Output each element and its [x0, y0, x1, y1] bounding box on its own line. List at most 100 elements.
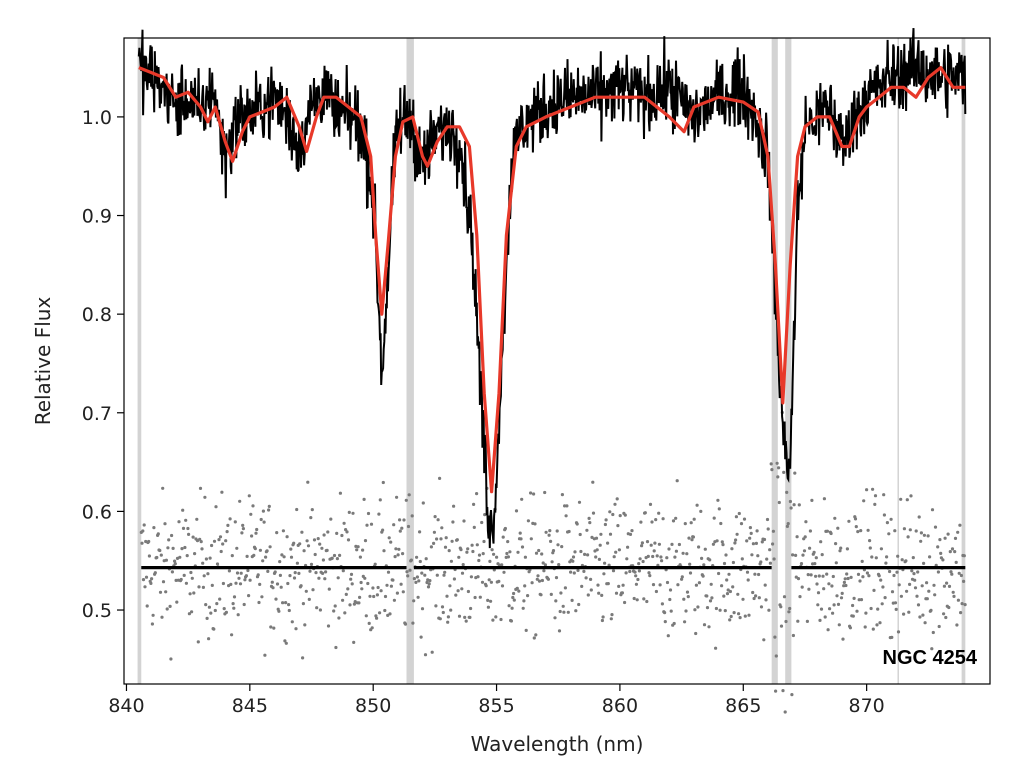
- residual-point: [941, 558, 945, 562]
- residual-point: [948, 550, 952, 554]
- residual-point: [383, 594, 388, 599]
- residual-point: [218, 535, 223, 539]
- residual-point: [770, 468, 774, 472]
- residual-point: [305, 539, 309, 543]
- residual-point: [556, 543, 560, 547]
- residual-point: [149, 581, 153, 586]
- residual-point: [430, 650, 434, 654]
- residual-point: [312, 538, 317, 542]
- residual-point: [366, 511, 371, 516]
- residual-point: [421, 501, 425, 505]
- residual-point: [747, 613, 751, 617]
- residual-point: [932, 583, 936, 587]
- residual-point: [163, 522, 167, 526]
- residual-point: [292, 576, 297, 580]
- residual-point: [831, 574, 835, 579]
- residual-point: [953, 550, 957, 554]
- residual-point: [529, 537, 533, 541]
- residual-point: [396, 553, 400, 557]
- residual-point: [796, 619, 800, 623]
- residual-point: [443, 545, 448, 549]
- residual-point: [766, 527, 770, 531]
- residual-point: [602, 572, 606, 576]
- residual-point: [343, 611, 347, 615]
- residual-point: [398, 529, 402, 533]
- residual-point: [879, 578, 883, 582]
- residual-point: [574, 609, 578, 613]
- residual-point: [929, 608, 933, 613]
- residual-point: [142, 523, 146, 527]
- residual-point: [764, 598, 768, 602]
- residual-point: [756, 554, 760, 558]
- residual-point: [443, 570, 447, 574]
- masked-band-1: [406, 38, 414, 684]
- residual-point: [816, 603, 820, 607]
- residual-point: [460, 571, 465, 575]
- residual-point: [621, 583, 625, 587]
- residual-point: [217, 538, 221, 542]
- residual-point: [199, 540, 203, 544]
- residual-point: [151, 613, 155, 617]
- residual-point: [299, 584, 303, 588]
- residual-point: [578, 532, 582, 537]
- residual-point: [447, 549, 451, 553]
- residual-point: [949, 570, 953, 574]
- residual-point: [715, 539, 719, 543]
- residual-point: [230, 554, 234, 558]
- residual-point: [541, 561, 545, 565]
- residual-point: [889, 517, 893, 521]
- residual-point: [782, 595, 787, 599]
- residual-point: [457, 555, 461, 559]
- residual-point: [375, 616, 379, 620]
- residual-point: [507, 604, 511, 608]
- residual-point: [292, 541, 296, 545]
- residual-point: [429, 545, 433, 549]
- residual-point: [450, 539, 454, 543]
- residual-point: [315, 606, 319, 610]
- residual-point: [141, 578, 146, 582]
- residual-point: [202, 574, 206, 578]
- residual-point: [777, 500, 781, 505]
- residual-point: [433, 515, 437, 519]
- residual-point: [737, 511, 741, 516]
- residual-point: [415, 575, 419, 579]
- residual-point: [569, 570, 573, 574]
- residual-point: [688, 562, 692, 566]
- masked-bands: [137, 38, 966, 684]
- residual-point: [835, 594, 839, 598]
- residual-point: [173, 562, 177, 566]
- residual-point: [147, 539, 151, 544]
- residual-point: [241, 523, 245, 528]
- residual-point: [614, 550, 618, 554]
- residual-point: [471, 549, 475, 554]
- residual-point: [708, 558, 712, 562]
- residual-point: [371, 586, 375, 590]
- residual-point: [840, 591, 844, 596]
- residual-point: [486, 598, 490, 603]
- residual-point: [661, 517, 665, 521]
- residual-point: [389, 584, 393, 588]
- residual-point: [839, 546, 843, 550]
- residual-point: [553, 616, 557, 620]
- residual-point: [881, 585, 885, 589]
- residual-point: [650, 520, 654, 524]
- residual-point: [293, 571, 297, 575]
- residual-point: [509, 619, 513, 623]
- residual-point: [768, 548, 772, 552]
- residual-point: [798, 595, 802, 599]
- residual-point: [462, 519, 466, 523]
- residual-point: [804, 520, 808, 524]
- residual-point: [865, 488, 869, 492]
- residual-point: [347, 510, 351, 514]
- residual-point: [590, 535, 594, 540]
- residual-point: [535, 577, 539, 581]
- masked-band-3: [785, 38, 792, 684]
- residual-point: [238, 582, 243, 586]
- residual-point: [364, 614, 368, 618]
- residual-point: [229, 582, 233, 587]
- residual-point: [219, 549, 223, 554]
- residual-point: [543, 490, 547, 495]
- residual-point: [745, 570, 750, 574]
- residual-point: [239, 571, 243, 575]
